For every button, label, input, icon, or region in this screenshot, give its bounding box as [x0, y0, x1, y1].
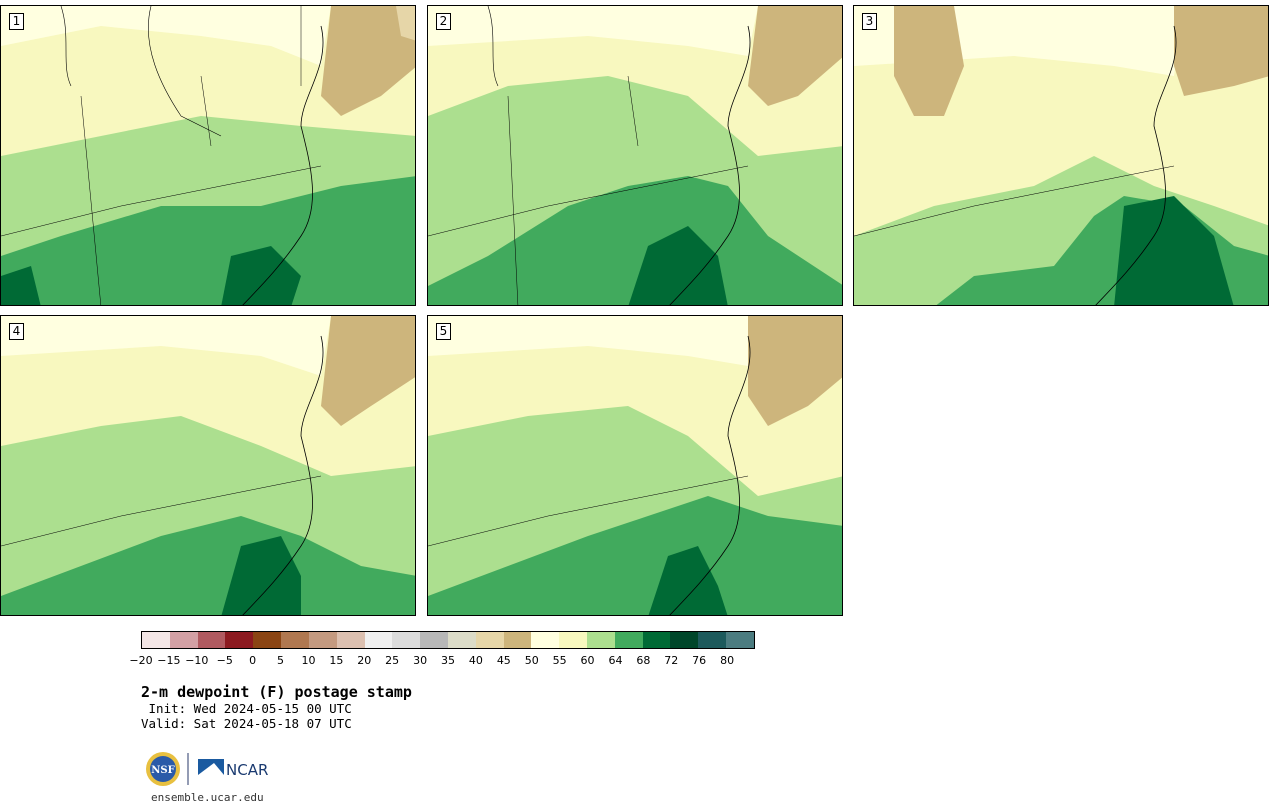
colorbar-tick-label: 15 [329, 654, 344, 667]
colorbar-tick-label: −5 [216, 654, 233, 667]
colorbar-swatch [698, 632, 727, 648]
colorbar-tick-label: 30 [413, 654, 428, 667]
map-panel-4: 4 [0, 315, 416, 616]
colorbar-tick-label: 40 [468, 654, 483, 667]
colorbar-swatch [447, 632, 476, 648]
nsf-logo-icon: NSF [146, 752, 180, 786]
panel-label: 3 [862, 13, 877, 30]
ncar-logo-text: NCAR [226, 761, 268, 779]
colorbar-swatch [559, 632, 587, 648]
colorbar-swatch [197, 632, 226, 648]
colorbar-tick-label: 76 [692, 654, 707, 667]
colorbar-tick-label: 5 [277, 654, 285, 667]
colorbar-tick-label: −10 [185, 654, 209, 667]
map-panel-2: 2 [427, 5, 843, 306]
valid-time: Valid: Sat 2024-05-18 07 UTC [141, 716, 352, 731]
colorbar-tick-label: 50 [524, 654, 539, 667]
colorbar-swatch [364, 632, 393, 648]
nsf-logo-text: NSF [151, 765, 174, 776]
colorbar-swatch [142, 632, 170, 648]
map-panel-5: 5 [427, 315, 843, 616]
colorbar-tick-label: −15 [157, 654, 181, 667]
colorbar-tick-label: 20 [357, 654, 372, 667]
init-time: Init: Wed 2024-05-15 00 UTC [141, 701, 352, 716]
plot-title: 2-m dewpoint (F) postage stamp [141, 683, 412, 701]
colorbar-tick-label: 55 [552, 654, 567, 667]
panel-label: 2 [436, 13, 451, 30]
colorbar-swatch [281, 632, 309, 648]
colorbar-swatch [308, 632, 337, 648]
colorbar-tick-label: 80 [720, 654, 735, 667]
colorbar-tick-label: 0 [249, 654, 257, 667]
map-panel-3: 3 [853, 5, 1269, 306]
colorbar-swatch [253, 632, 282, 648]
colorbar-swatch [587, 632, 615, 648]
site-url: ensemble.ucar.edu [151, 791, 264, 804]
colorbar-tick-label: −20 [129, 654, 153, 667]
colorbar-swatch [503, 632, 532, 648]
colorbar-tick-label: 64 [608, 654, 623, 667]
colorbar-tick-label: 25 [385, 654, 400, 667]
colorbar-swatch [614, 632, 643, 648]
colorbar-tick-label: 68 [636, 654, 651, 667]
colorbar-swatch [670, 632, 699, 648]
colorbar-tick-label: 60 [580, 654, 595, 667]
colorbar-tick-label: 10 [301, 654, 316, 667]
colorbar-swatch [475, 632, 504, 648]
colorbar-tick-labels: −20 −15 −10 −5 0 5 10 15 20 25 30 35 40 45 50 55 60 64 68 7… [129, 654, 755, 668]
logos: NSF NCAR [144, 751, 274, 789]
colorbar-tick-label: 72 [664, 654, 679, 667]
colorbar-swatch [392, 632, 421, 648]
colorbar [141, 631, 755, 649]
colorbar-swatch [225, 632, 254, 648]
colorbar-swatch [336, 632, 365, 648]
colorbar-swatch [531, 632, 560, 648]
colorbar-swatch [726, 632, 754, 648]
ncar-logo-icon: NCAR [198, 759, 268, 779]
colorbar-swatch [169, 632, 198, 648]
panel-label: 5 [436, 323, 451, 340]
panel-label: 1 [9, 13, 24, 30]
colorbar-swatch [420, 632, 448, 648]
map-panel-1: 1 [0, 5, 416, 306]
colorbar-tick-label: 45 [496, 654, 511, 667]
colorbar-tick-label: 35 [441, 654, 455, 667]
colorbar-swatch [642, 632, 671, 648]
panel-label: 4 [9, 323, 24, 340]
